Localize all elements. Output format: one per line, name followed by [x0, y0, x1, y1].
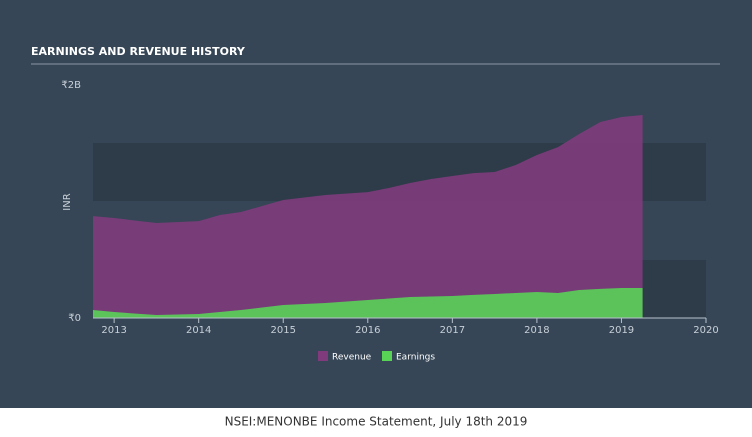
x-tick-label: 2013 [101, 325, 126, 336]
area [93, 115, 643, 318]
x-tick-label: 2018 [524, 325, 549, 336]
x-tick-label: 2014 [186, 325, 211, 336]
y-tick-label: ₹0 [68, 313, 81, 324]
x-tick-label: 2017 [440, 325, 465, 336]
x-tick-label: 2016 [355, 325, 380, 336]
x-tick-label: 2015 [271, 325, 296, 336]
y-axis-label: INR [62, 193, 73, 210]
legend-label: Earnings [396, 353, 435, 363]
x-tick-label: 2019 [609, 325, 634, 336]
area [93, 288, 643, 318]
legend-swatch [382, 351, 392, 361]
legend-label: Revenue [332, 353, 372, 363]
chart-title: EARNINGS AND REVENUE HISTORY [31, 45, 246, 58]
y-tick-label: ₹2B [61, 80, 81, 91]
x-tick-label: 2020 [693, 325, 718, 336]
legend-swatch [318, 351, 328, 361]
caption: NSEI:MENONBE Income Statement, July 18th… [225, 415, 528, 429]
